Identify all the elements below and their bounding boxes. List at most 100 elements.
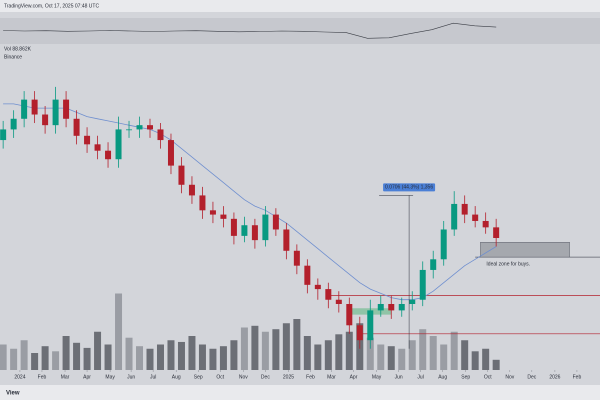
indicator-line [3, 22, 497, 39]
x-tick-label: Apr [83, 374, 91, 380]
volume-bar [230, 340, 238, 370]
volume-bar [461, 340, 469, 370]
volume-bar [104, 344, 112, 370]
zone-label: Ideal zone for buys. [486, 261, 530, 267]
volume-bar [115, 293, 123, 370]
measure-label: 0.0706 (44.3%) 1,356 [385, 185, 433, 191]
x-tick-label: Jun [127, 374, 135, 380]
volume-bar [314, 344, 322, 370]
volume-bar [188, 336, 196, 370]
x-tick-label: 2024 [14, 374, 25, 380]
volume-bar [125, 337, 133, 370]
candle-body [314, 284, 321, 290]
buy-zone [480, 242, 570, 258]
x-tick-label: Mar [61, 374, 70, 380]
candle-body [283, 229, 290, 251]
x-tick-label: Nov [239, 374, 248, 380]
volume-bar [240, 327, 248, 370]
volume-bar [41, 346, 49, 370]
candle-body [10, 118, 17, 130]
candle-body [398, 304, 405, 311]
x-tick-label: Mar [327, 374, 336, 380]
candle-body [136, 125, 143, 130]
candle-body [304, 265, 311, 285]
moving-average [3, 103, 497, 301]
candle-body [388, 304, 395, 311]
volume-bar [366, 337, 374, 370]
volume-bar [387, 346, 395, 370]
x-tick-label: Jul [417, 374, 423, 380]
volume-bar [52, 351, 60, 370]
candle-body [367, 310, 374, 341]
measure-box [383, 183, 436, 192]
candle-body [209, 210, 216, 215]
candle-body [52, 99, 59, 126]
x-tick-label: Apr [350, 374, 358, 380]
volume-bar [303, 336, 311, 370]
volume-bar [94, 331, 102, 370]
volume-bar [398, 348, 406, 370]
x-tick-label: Jul [150, 374, 156, 380]
volume-bar [335, 334, 343, 370]
x-tick-label: Nov [505, 374, 514, 380]
header-bar [0, 0, 600, 12]
candle-body [105, 150, 112, 160]
volume-bar [167, 340, 175, 370]
header-text: TradingView.com, Oct 17, 2025 07:48 UTC [4, 3, 99, 9]
x-tick-label: Sep [194, 374, 203, 380]
x-tick-label: Oct [216, 374, 224, 380]
volume-bar [293, 319, 301, 370]
candle-body [325, 289, 332, 300]
volume-bar [198, 344, 206, 370]
candle-body [335, 299, 342, 304]
candle-body [262, 214, 269, 241]
candle-body [461, 203, 468, 215]
candle-body [230, 218, 237, 236]
volume-bar [450, 331, 458, 370]
volume-bar [31, 353, 39, 370]
volume-bar [156, 344, 164, 370]
candle-body [199, 195, 206, 211]
candle-body [188, 184, 195, 196]
candle-body [430, 259, 437, 270]
candle-body [73, 118, 80, 136]
volume-bar [136, 346, 144, 370]
candle-body [346, 304, 353, 326]
volume-bar [177, 341, 185, 370]
volume-bar [282, 323, 290, 370]
candle-body [63, 99, 70, 119]
candle-body [493, 227, 500, 238]
candle-body [440, 229, 447, 260]
volume-bar [209, 348, 217, 370]
candle-body [21, 99, 28, 119]
x-tick-label: May [372, 374, 382, 380]
volume-bar [440, 344, 448, 370]
volume-bar [62, 336, 70, 370]
volume-bar [146, 348, 154, 370]
candle-body [482, 220, 489, 228]
volume-bar [408, 340, 416, 370]
x-tick-label: Oct [484, 374, 492, 380]
candle-body [377, 304, 384, 311]
volume-bar [272, 329, 280, 370]
volume-bar [83, 347, 91, 370]
candle-body [451, 203, 458, 230]
candle-body [157, 129, 164, 141]
volume-bar [419, 329, 427, 370]
candle-body [472, 214, 479, 221]
candle-body [0, 129, 7, 141]
watermark: View [6, 391, 20, 397]
volume-bar [261, 331, 269, 370]
candle-body [31, 99, 38, 115]
candle-body [147, 125, 153, 130]
volume-bar [482, 348, 490, 370]
candle-body [84, 135, 91, 145]
candle-body [293, 250, 300, 266]
x-tick-label: Sep [461, 374, 470, 380]
candle-body [94, 144, 101, 151]
x-tick-label: Aug [172, 374, 181, 380]
candle-body [167, 140, 174, 166]
candle-body [241, 225, 248, 236]
